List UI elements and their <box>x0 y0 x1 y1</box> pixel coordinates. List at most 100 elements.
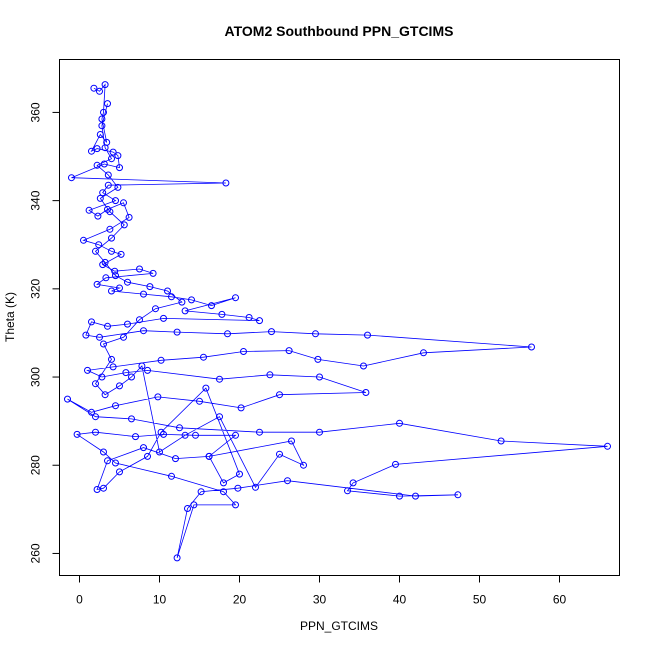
data-point <box>99 189 107 197</box>
data-point <box>92 380 99 388</box>
data-point <box>101 144 109 152</box>
data-point <box>497 437 505 445</box>
y-tick-label: 320 <box>29 279 43 299</box>
data-point <box>90 84 98 92</box>
data-point <box>112 402 119 410</box>
data-point <box>116 164 123 172</box>
data-point <box>140 327 147 335</box>
data-point <box>93 280 101 288</box>
data-point <box>120 221 128 229</box>
data-point <box>168 472 175 480</box>
data-point <box>604 442 611 450</box>
data-point <box>276 450 283 458</box>
data-point <box>245 314 253 321</box>
data-point <box>276 391 283 399</box>
data-point <box>420 349 427 357</box>
data-point <box>112 272 119 280</box>
data-point <box>88 408 95 416</box>
y-axis-label: Theta (K) <box>3 292 17 342</box>
data-point <box>108 247 115 255</box>
data-point <box>205 452 213 460</box>
x-tick-label: 20 <box>233 593 247 607</box>
data-point <box>312 330 319 338</box>
data-point <box>104 181 112 189</box>
data-point <box>104 100 111 108</box>
data-point <box>188 296 195 304</box>
data-point <box>96 194 104 202</box>
data-point <box>144 452 151 460</box>
plot-frame <box>59 59 620 576</box>
data-point <box>128 373 135 381</box>
chart-title: ATOM2 Southbound PPN_GTCIMS <box>225 23 454 39</box>
data-point <box>178 298 186 306</box>
data-point <box>116 382 123 390</box>
data-point <box>108 155 115 163</box>
data-point <box>236 470 243 478</box>
x-tick-label: 50 <box>473 593 487 607</box>
data-point <box>73 430 81 438</box>
data-point <box>234 484 242 492</box>
data-point <box>111 267 119 275</box>
data-point <box>314 355 322 363</box>
data-point <box>266 371 274 379</box>
y-tick-label: 300 <box>29 367 43 387</box>
series-line <box>67 83 608 559</box>
data-point <box>98 115 106 123</box>
data-point <box>240 348 247 355</box>
data-point <box>82 331 90 339</box>
data-point <box>216 413 223 421</box>
data-point <box>122 369 130 377</box>
x-tick-label: 40 <box>393 593 407 607</box>
series-layer <box>64 81 611 562</box>
data-point <box>95 241 103 249</box>
data-point <box>116 468 123 476</box>
data-point <box>268 328 275 336</box>
data-point <box>144 366 151 374</box>
data-point <box>173 328 181 336</box>
data-point <box>112 459 119 467</box>
data-point <box>168 293 175 301</box>
data-point <box>117 250 125 258</box>
data-point <box>222 179 230 187</box>
data-point <box>192 431 199 439</box>
x-tick-label: 10 <box>153 593 167 607</box>
data-point <box>124 320 131 328</box>
data-point <box>216 375 223 383</box>
data-point <box>316 428 323 436</box>
data-point <box>392 460 399 468</box>
data-point <box>237 404 245 412</box>
data-point <box>362 389 370 396</box>
data-point <box>120 199 127 207</box>
data-point <box>104 457 111 465</box>
data-point <box>88 147 95 155</box>
data-point <box>138 362 146 370</box>
data-point <box>106 208 114 216</box>
data-point <box>316 373 323 381</box>
data-point <box>288 437 295 445</box>
data-point <box>173 554 181 562</box>
y-tick-label: 360 <box>29 102 43 122</box>
data-point <box>100 160 108 168</box>
data-point <box>149 269 157 277</box>
data-point <box>349 479 357 487</box>
data-point <box>285 347 293 355</box>
data-point <box>92 428 99 436</box>
data-point <box>128 415 135 423</box>
x-axis-label: PPN_GTCIMS <box>300 619 378 633</box>
data-point <box>92 247 99 255</box>
data-point <box>528 343 535 351</box>
data-point <box>232 431 239 439</box>
data-point <box>300 461 307 469</box>
data-point <box>106 225 114 233</box>
data-point <box>108 234 115 242</box>
data-point <box>100 108 107 116</box>
data-point <box>218 310 226 318</box>
data-point <box>68 174 75 182</box>
data-point <box>116 284 123 292</box>
data-point <box>256 317 263 325</box>
data-point <box>132 433 139 441</box>
y-tick-label: 260 <box>29 543 43 563</box>
y-axis: 260 280 300 320 340 360 <box>29 102 60 563</box>
data-point <box>109 363 117 371</box>
